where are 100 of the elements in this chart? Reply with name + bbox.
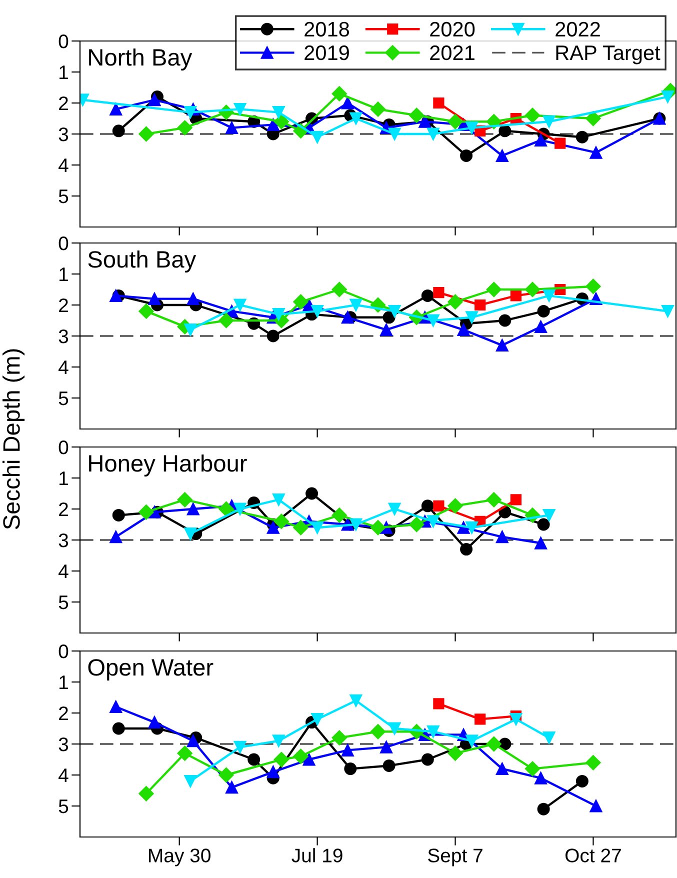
point — [332, 86, 347, 102]
point — [496, 339, 508, 352]
y-tick-label: 5 — [58, 800, 68, 814]
point — [138, 126, 154, 142]
y-tick-label: 5 — [58, 392, 68, 406]
point — [537, 518, 550, 531]
point — [186, 502, 200, 516]
point — [272, 734, 285, 748]
point — [218, 767, 234, 783]
point — [460, 149, 473, 162]
point — [177, 492, 192, 508]
y-tick-label: 4 — [58, 360, 68, 374]
point — [510, 290, 522, 302]
point — [332, 508, 347, 523]
y-tick-label: 4 — [58, 158, 68, 172]
y-tick-label: 0 — [58, 440, 68, 454]
point — [586, 110, 601, 126]
point — [148, 94, 161, 106]
point — [370, 102, 386, 117]
point — [474, 299, 486, 311]
point — [266, 521, 280, 534]
point — [382, 759, 396, 772]
point — [590, 146, 602, 159]
point — [537, 802, 550, 816]
y-tick-label: 0 — [58, 644, 68, 658]
y-axis-title: Secchi Depth (m) — [2, 349, 25, 530]
point — [350, 298, 362, 312]
point — [138, 786, 154, 802]
point — [576, 774, 588, 788]
point — [112, 124, 125, 138]
point — [148, 716, 161, 729]
y-tick-label: 0 — [58, 236, 68, 250]
point — [293, 520, 308, 536]
point — [496, 530, 508, 544]
point — [466, 311, 478, 324]
point — [344, 762, 357, 776]
y-tick-label: 2 — [59, 502, 68, 516]
point — [510, 712, 522, 726]
y-tick-label: 1 — [60, 472, 68, 486]
legend-label: 2021 — [430, 45, 474, 60]
chart-title: Open Water — [88, 659, 214, 680]
point — [466, 122, 478, 134]
point — [110, 289, 122, 302]
point — [311, 521, 324, 534]
point — [534, 536, 548, 550]
y-tick-label: 1 — [60, 268, 68, 282]
point — [486, 282, 502, 298]
y-tick-label: 4 — [58, 768, 68, 782]
y-tick-label: 3 — [58, 533, 68, 548]
y-tick-label: 3 — [58, 737, 68, 752]
point — [332, 282, 347, 298]
point — [542, 289, 556, 302]
point — [272, 493, 285, 506]
point — [218, 312, 234, 328]
x-tick-label: May 30 — [149, 848, 210, 866]
point — [226, 122, 238, 134]
point — [370, 724, 386, 740]
point — [661, 304, 674, 318]
y-tick-label: 5 — [58, 190, 68, 204]
point — [448, 114, 463, 130]
point — [433, 287, 444, 298]
y-tick-label: 4 — [58, 564, 68, 578]
point — [421, 289, 434, 302]
point — [486, 492, 502, 508]
point — [184, 528, 197, 540]
point — [274, 114, 289, 130]
point — [382, 311, 396, 324]
point — [350, 112, 362, 125]
point — [272, 308, 285, 321]
point — [426, 314, 440, 327]
point — [274, 752, 289, 768]
point — [341, 96, 354, 110]
point — [226, 781, 238, 794]
point — [542, 508, 556, 522]
point — [138, 504, 154, 520]
y-tick-label: 1 — [60, 66, 68, 80]
point — [110, 530, 122, 544]
point — [554, 138, 566, 149]
point — [498, 124, 512, 138]
point — [542, 732, 556, 744]
point — [661, 90, 674, 104]
point — [433, 500, 444, 512]
point — [524, 282, 540, 298]
point — [380, 740, 393, 754]
point — [266, 766, 280, 778]
point — [586, 755, 601, 770]
point — [498, 314, 512, 327]
point — [266, 330, 280, 342]
point — [306, 487, 318, 500]
point — [341, 311, 354, 324]
point — [524, 761, 540, 776]
point — [293, 748, 308, 764]
y-tick-label: 5 — [58, 596, 68, 610]
point — [496, 762, 508, 776]
point — [186, 292, 200, 306]
chart-title: Honey Harbour — [89, 454, 247, 476]
point — [466, 734, 478, 748]
point — [388, 304, 401, 318]
point — [409, 108, 424, 123]
chart-title: South Bay — [88, 250, 196, 272]
